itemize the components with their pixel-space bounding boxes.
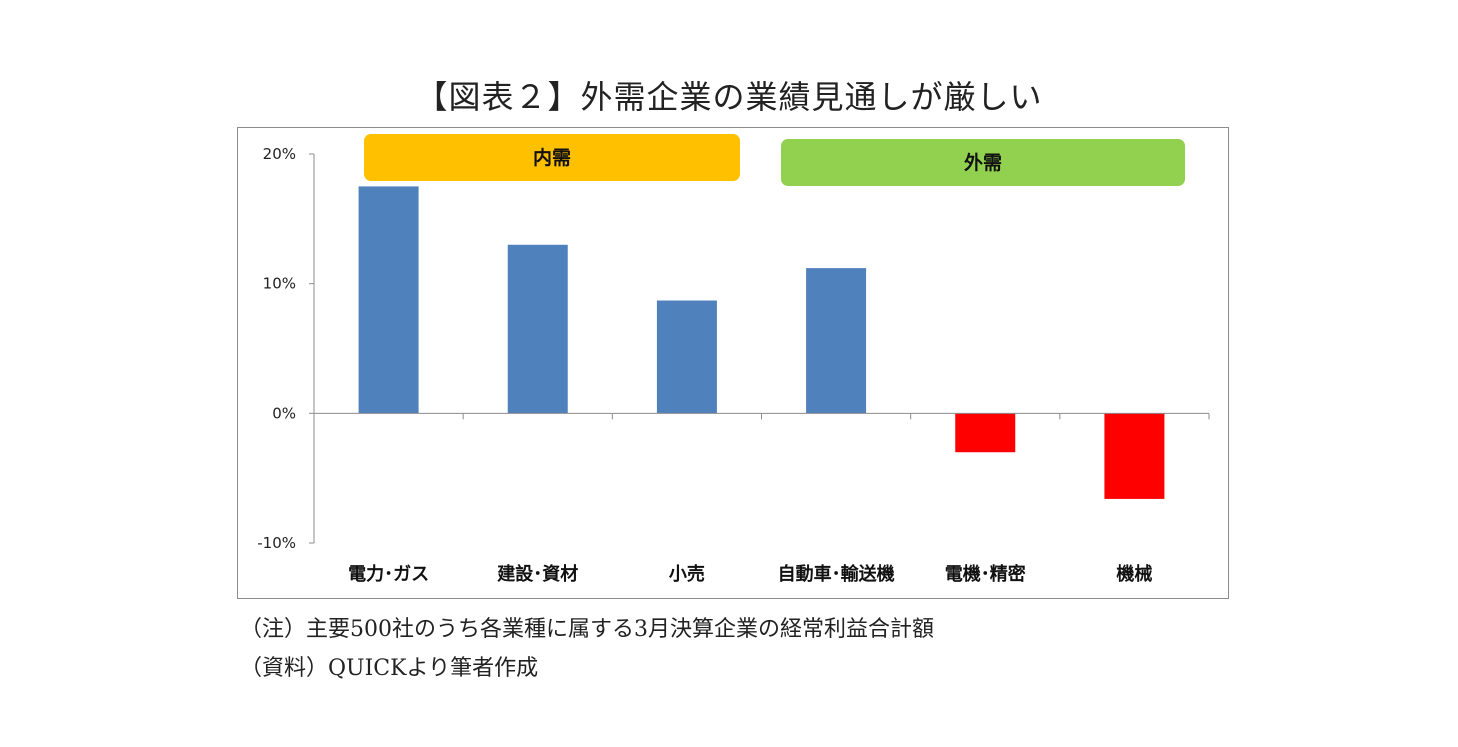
y-tick-label: 0% [272, 404, 296, 422]
category-labels: 電力･ガス 建設･資材 小売 自動車･輸送機 電機･精密 機械 [348, 563, 1152, 585]
category-label: 自動車･輸送機 [778, 563, 895, 585]
domestic-demand-banner [364, 134, 740, 181]
y-tick-label: 10% [263, 275, 296, 293]
source-note: （資料）QUICKより筆者作成 [240, 656, 539, 681]
bar-2 [507, 244, 568, 414]
bar-5 [955, 413, 1016, 453]
group-banners: 内需 外需 [364, 134, 1185, 186]
footnote: （注）主要500社のうち各業種に属する3月決算企業の経常利益合計額 [240, 617, 934, 642]
category-label: 建設･資材 [497, 563, 578, 585]
chart-title: 【図表２】外需企業の業績見通しが厳しい [415, 78, 1043, 116]
category-label: 電機･精密 [945, 563, 1026, 585]
category-label: 小売 [669, 563, 705, 585]
group-label: 内需 [533, 146, 571, 169]
bar-chart: 内需 外需 20% 10% 0% -10% 電力･ガス 建設･資材 小売 自動車･輸送機 電機･… [257, 134, 1210, 585]
axes: 20% 10% 0% -10% [257, 145, 1210, 552]
group-label: 外需 [964, 151, 1002, 174]
chart-area: 内需 外需 20% 10% 0% -10% 電力･ガス 建設･資材 小売 自動車･輸送機 電機･… [237, 127, 1229, 599]
category-label: 機械 [1116, 563, 1152, 585]
y-tick-label: 20% [263, 145, 296, 163]
bar-3 [656, 300, 717, 414]
y-tick-label: -10% [257, 534, 296, 552]
category-label: 電力･ガス [348, 564, 429, 585]
bar-6 [1104, 413, 1165, 499]
bars [358, 186, 1165, 499]
bar-4 [806, 268, 867, 414]
external-demand-banner [781, 139, 1185, 186]
bar-1 [358, 186, 419, 414]
